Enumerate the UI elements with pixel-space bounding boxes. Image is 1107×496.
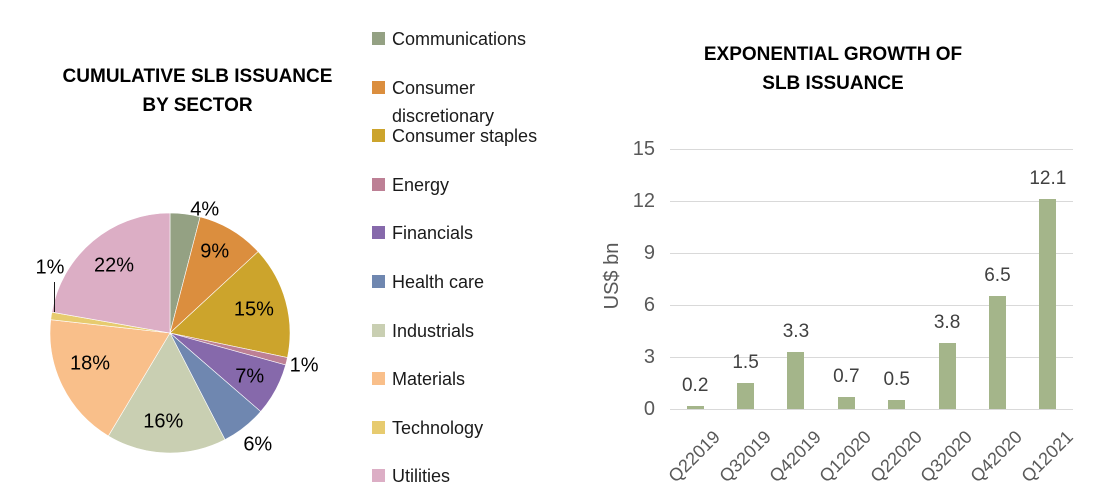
pie-percentage-label-financials: 7% <box>235 365 265 388</box>
gridline <box>670 408 1073 410</box>
bar-value-label: 0.5 <box>883 369 910 391</box>
legend-item-consumer-discretionary: Consumer discretionary <box>372 74 558 130</box>
legend-item-financials: Financials <box>372 219 558 247</box>
x-axis-label-q22020: Q22020 <box>866 426 926 487</box>
bar-q42019 <box>787 351 805 409</box>
pie-chart-title: CUMULATIVE SLB ISSUANCE BY SECTOR <box>40 62 355 120</box>
bar-plot-area <box>670 148 1073 410</box>
y-tick-label: 3 <box>643 346 655 368</box>
bar-q32020 <box>938 343 956 409</box>
bar-title-line-2: SLB ISSUANCE <box>762 73 904 94</box>
pie-percentage-label-consumer-discretionary: 9% <box>200 240 230 263</box>
bar-value-label: 12.1 <box>1029 168 1067 190</box>
pie-slice-materials <box>50 319 171 437</box>
x-axis-label-q22019: Q22019 <box>664 426 725 487</box>
pie <box>50 213 290 453</box>
x-axis-label-q32019: Q32019 <box>714 426 775 487</box>
y-tick-label: 0 <box>643 398 655 420</box>
pie-slice-utilities <box>51 213 171 334</box>
legend-label: Utilities <box>392 466 451 487</box>
bar-q32019 <box>737 383 755 409</box>
pie-percentage-label-consumer-staples: 15% <box>233 298 274 321</box>
bar-value-label: 1.5 <box>732 352 759 373</box>
bar-value-label: 3.3 <box>782 320 810 342</box>
label-leader-line <box>53 282 55 312</box>
legend-label: Energy <box>392 174 450 195</box>
gridline <box>670 356 1073 358</box>
gridline <box>670 148 1073 150</box>
legend-swatch-icon <box>372 420 385 434</box>
gridline <box>670 200 1073 202</box>
legend-label: Communications <box>392 29 527 49</box>
bar-title-line-1: EXPONENTIAL GROWTH OF <box>703 44 963 65</box>
legend-swatch-icon <box>372 177 385 191</box>
legend-item-materials: Materials <box>372 365 558 393</box>
bar-value-label: 3.8 <box>933 312 961 334</box>
legend-item-technology: Technology <box>372 414 558 442</box>
pie-percentage-label-industrials: 16% <box>143 410 184 433</box>
legend-swatch-icon <box>372 275 385 288</box>
legend-item-health-care: Health care <box>372 268 558 296</box>
y-tick-label: 15 <box>632 138 655 160</box>
pie-title-line-2: BY SECTOR <box>142 95 253 116</box>
pie-slice-consumer-staples <box>169 251 290 358</box>
bar-value-label: 6.5 <box>984 265 1011 287</box>
legend-item-consumer-staples: Consumer staples <box>372 122 558 150</box>
legend-item-energy: Energy <box>372 171 558 199</box>
legend-label: Health care <box>392 272 485 292</box>
pie-percentage-label-health-care: 6% <box>243 433 273 456</box>
bar-q22019 <box>686 405 704 409</box>
legend-label: Consumer discretionary <box>392 77 495 126</box>
gridline <box>670 304 1073 306</box>
bar-q12020 <box>837 396 855 409</box>
x-axis-label-q42020: Q42020 <box>966 426 1027 487</box>
legend-label: Technology <box>392 417 484 438</box>
legend-label: Materials <box>392 369 466 390</box>
legend-swatch-icon <box>372 372 385 386</box>
legend-swatch-icon <box>372 80 385 94</box>
pie-percentage-label-communications: 4% <box>190 198 220 221</box>
pie-percentage-label-energy: 1% <box>289 354 319 377</box>
pie-legend: Communications Consumer discretionary Cons… <box>372 0 572 496</box>
legend-label: Consumer staples <box>392 126 538 147</box>
legend-swatch-icon <box>372 32 385 45</box>
y-tick-label: 6 <box>643 294 655 316</box>
pie-title-line-1: CUMULATIVE SLB ISSUANCE <box>62 66 333 87</box>
legend-label: Industrials <box>392 320 475 341</box>
legend-swatch-icon <box>372 323 385 337</box>
pie-percentage-label-technology: 1% <box>35 256 65 279</box>
legend-item-utilities: Utilities <box>372 462 558 490</box>
bar-q42020 <box>988 296 1006 409</box>
legend-label: Financials <box>392 223 474 244</box>
legend-swatch-icon <box>372 469 385 483</box>
gridline <box>670 252 1073 254</box>
bar-value-label: 0.2 <box>681 374 709 396</box>
x-axis-label-q12021: Q12021 <box>1017 426 1077 487</box>
bar-value-label: 0.7 <box>833 365 860 387</box>
x-axis-label-q12020: Q12020 <box>815 426 876 487</box>
pie-percentage-label-utilities: 22% <box>94 254 135 277</box>
y-tick-label: 9 <box>643 242 655 264</box>
bar-chart-title: EXPONENTIAL GROWTH OF SLB ISSUANCE <box>673 40 993 98</box>
legend-item-industrials: Industrials <box>372 317 558 345</box>
legend-swatch-icon <box>372 129 385 143</box>
legend-item-communications: Communications <box>372 25 558 53</box>
x-axis-label-q42019: Q42019 <box>765 426 825 487</box>
bar-q12021 <box>1039 199 1057 409</box>
legend-swatch-icon <box>372 226 385 240</box>
pie-chart: 4% 9% 15% 1% 7% 6% 16% 18% 1% 22% <box>35 198 319 456</box>
x-axis-label-q32020: Q32020 <box>916 426 976 487</box>
pie-slice-industrials <box>107 332 226 453</box>
bar-q22020 <box>888 400 906 409</box>
pie-percentage-label-materials: 18% <box>70 352 111 375</box>
y-tick-label: 12 <box>632 190 655 212</box>
